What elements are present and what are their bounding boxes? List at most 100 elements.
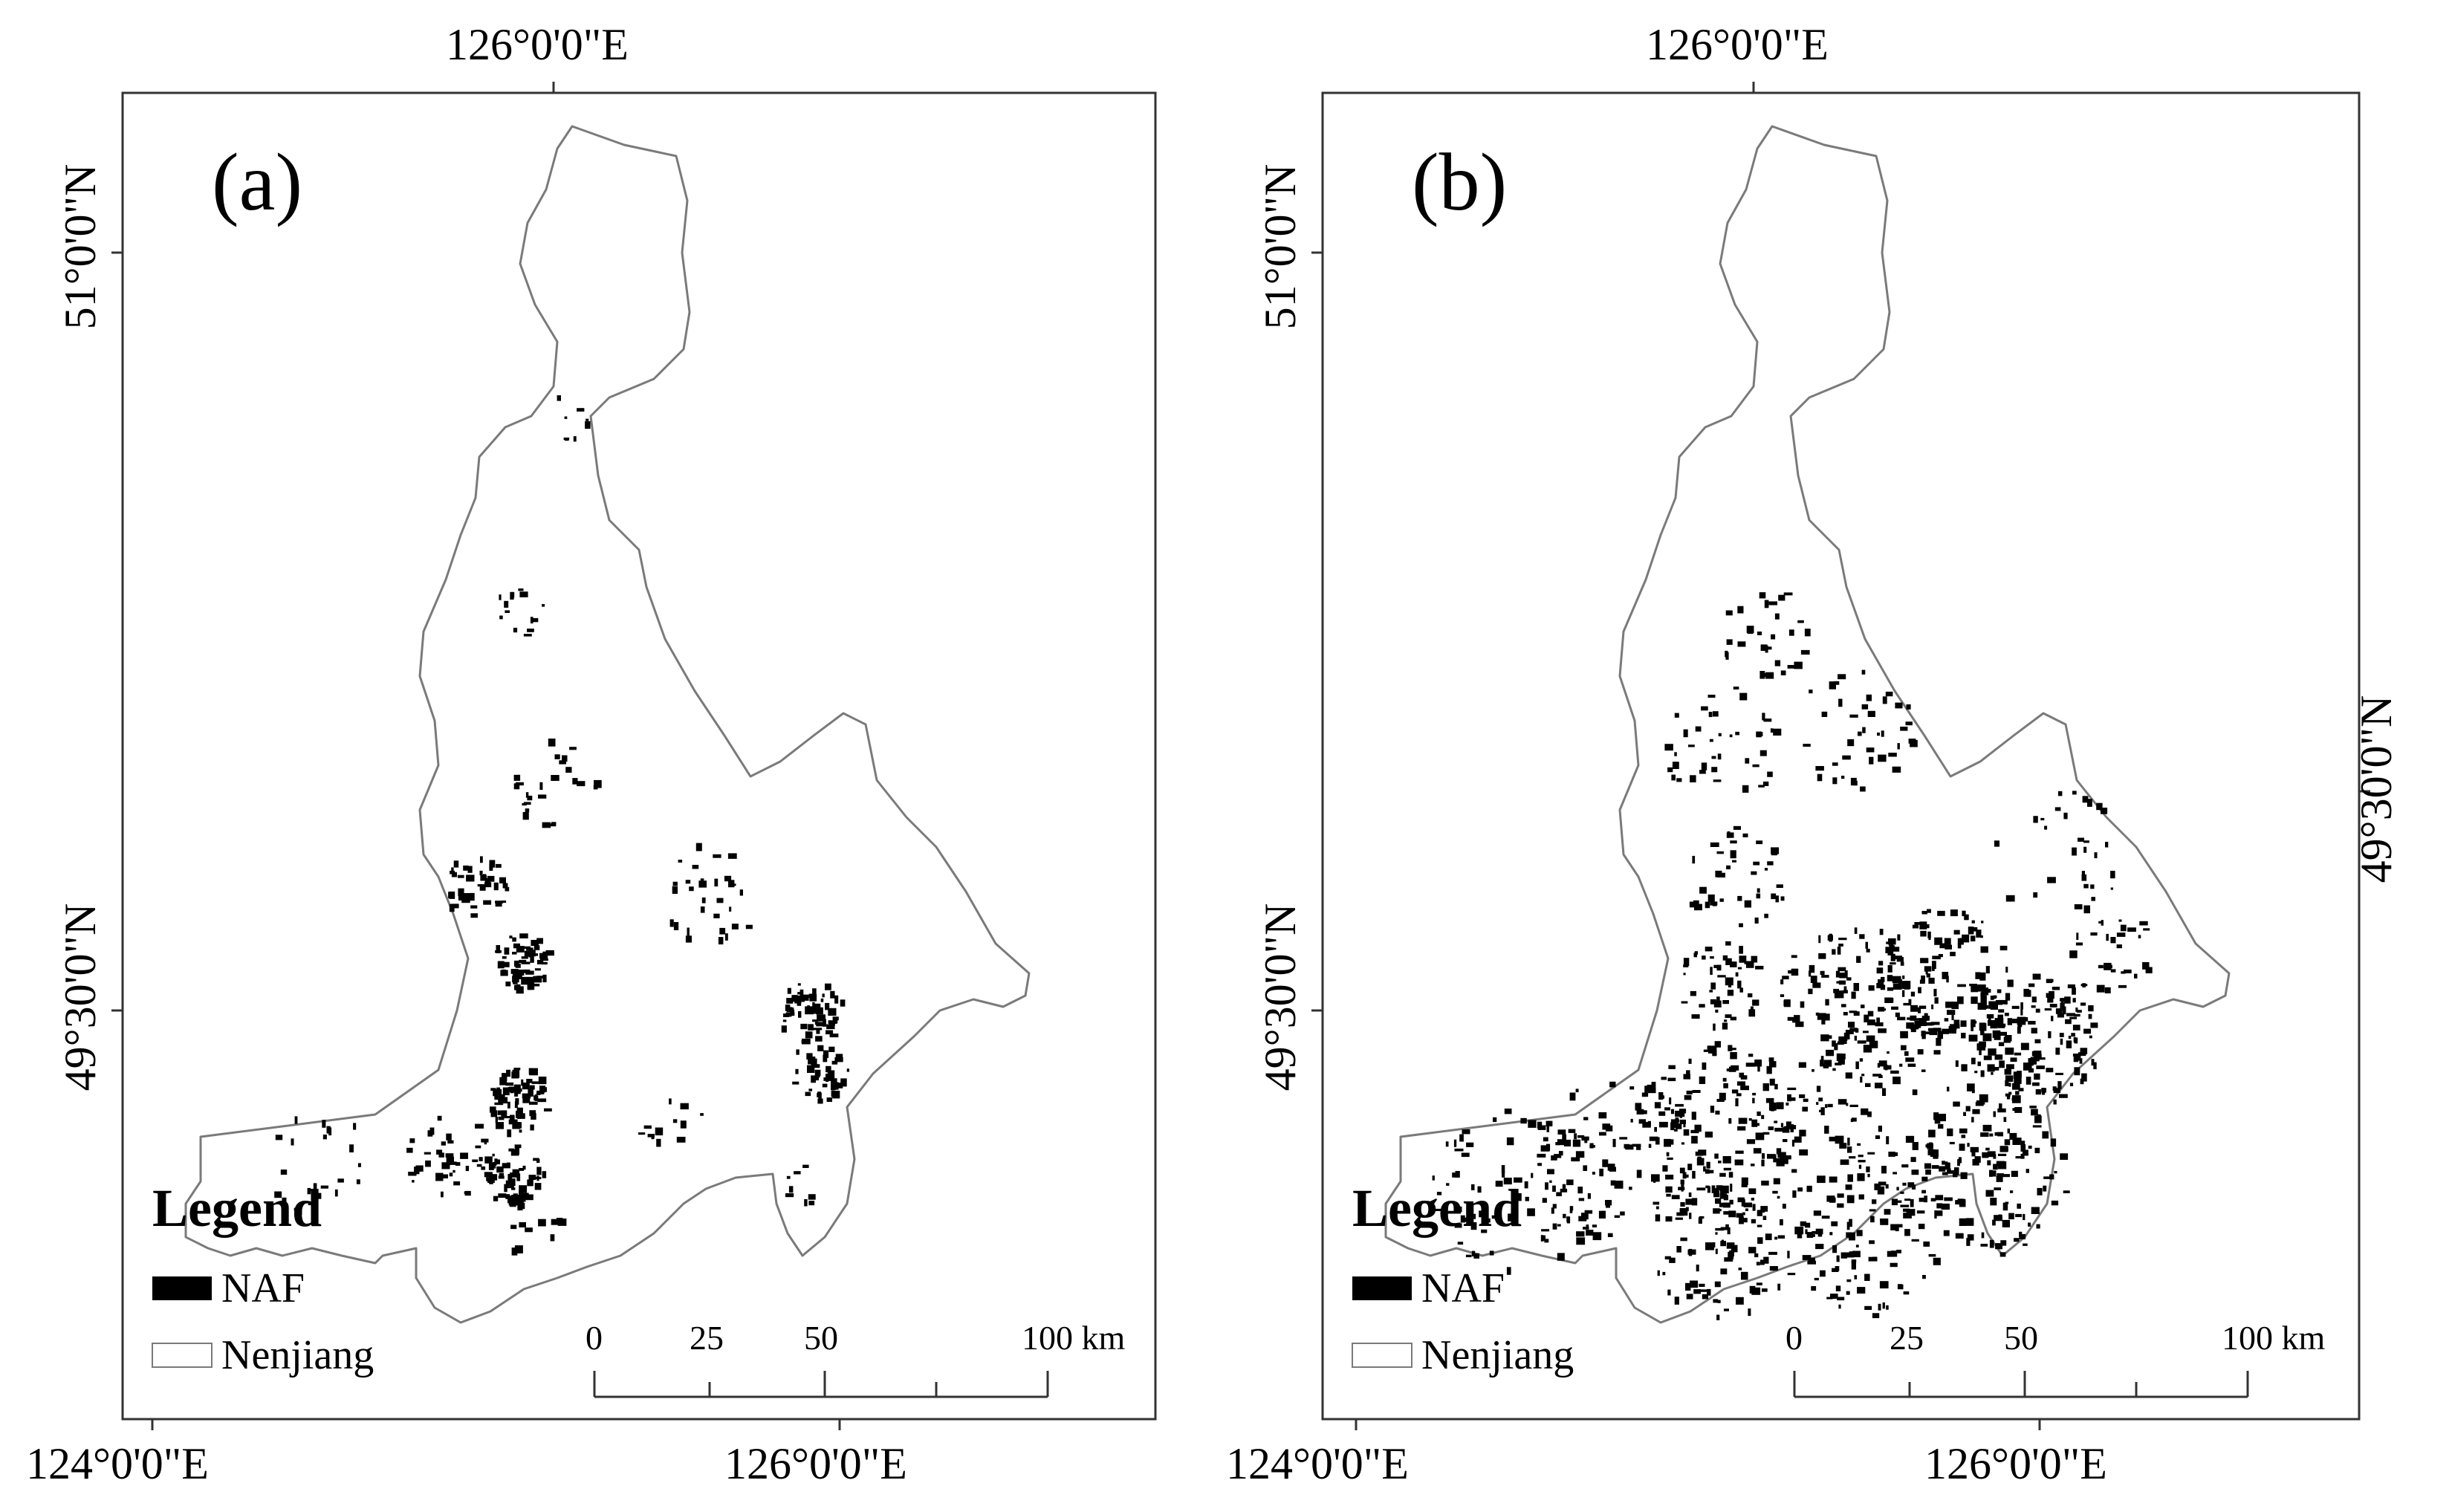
naf-patch	[840, 999, 846, 1007]
naf-patch	[1690, 775, 1696, 782]
naf-patch	[528, 976, 533, 984]
naf-patch	[1725, 941, 1731, 946]
naf-patch	[1715, 1009, 1719, 1013]
naf-patch	[1679, 1119, 1686, 1124]
naf-patch	[1995, 1000, 2003, 1005]
naf-patch	[1657, 1270, 1660, 1276]
naf-patch	[483, 874, 487, 880]
bottom-longitude-right-label: 126°0'0"E	[724, 1439, 907, 1488]
naf-patch	[1902, 990, 1905, 997]
naf-patch	[513, 943, 520, 949]
naf-patch	[1959, 938, 1965, 941]
naf-patch	[1557, 1253, 1565, 1261]
naf-patch	[1713, 1299, 1719, 1303]
naf-patch	[1668, 1065, 1676, 1069]
naf-patch	[1727, 990, 1734, 996]
naf-patch	[1981, 1232, 1985, 1239]
naf-patch	[1844, 970, 1848, 979]
naf-patch	[1713, 1208, 1720, 1214]
naf-patch	[1878, 961, 1884, 966]
naf-patch	[685, 935, 692, 943]
naf-patch	[1986, 1005, 1989, 1009]
naf-patch	[1711, 756, 1716, 759]
naf-patch	[441, 1141, 446, 1146]
naf-patch	[1724, 1308, 1729, 1311]
naf-patch	[1757, 1237, 1763, 1245]
naf-patch	[731, 924, 739, 929]
naf-patch	[1859, 934, 1865, 939]
naf-patch	[528, 954, 532, 958]
naf-patch	[1722, 1022, 1728, 1030]
naf-patch	[548, 739, 556, 747]
naf-patch	[1997, 1173, 2004, 1177]
naf-patch	[1583, 1165, 1588, 1171]
naf-patch	[1905, 1135, 1915, 1143]
map-canvas-a	[111, 82, 1157, 1430]
naf-patch	[1837, 1054, 1846, 1060]
naf-patch	[1900, 1191, 1904, 1194]
naf-patch	[805, 1031, 813, 1039]
naf-patch	[1761, 1288, 1768, 1292]
naf-patch	[2142, 961, 2150, 970]
naf-patch	[1996, 1161, 2005, 1167]
naf-patch	[2023, 1213, 2026, 1221]
naf-patch	[516, 1110, 519, 1118]
naf-patch	[786, 1175, 791, 1179]
naf-patch	[2035, 1088, 2041, 1095]
naf-patch	[514, 1091, 519, 1097]
naf-patch	[1754, 1253, 1759, 1258]
legend-swatch-naf	[152, 1276, 212, 1300]
naf-patch	[798, 1010, 802, 1018]
naf-patch	[1501, 1165, 1505, 1173]
naf-patch	[1736, 1213, 1744, 1218]
naf-patch	[1908, 999, 1912, 1004]
naf-patch	[1607, 1164, 1615, 1171]
naf-patch	[1751, 1119, 1758, 1127]
naf-patch	[1697, 1156, 1702, 1161]
naf-patch	[1845, 1184, 1852, 1190]
naf-patch	[499, 615, 503, 620]
naf-patch	[2037, 1114, 2041, 1120]
naf-patch	[1957, 944, 1962, 949]
naf-patch	[451, 903, 459, 909]
naf-patch	[519, 1129, 522, 1133]
naf-patch	[1832, 762, 1838, 766]
naf-patch	[1780, 1157, 1788, 1164]
naf-patch	[794, 1171, 801, 1175]
naf-patch	[1794, 661, 1803, 669]
naf-patch	[1693, 900, 1699, 906]
naf-patch	[1960, 1172, 1968, 1179]
naf-patch	[1592, 1224, 1597, 1227]
naf-patch	[1752, 999, 1759, 1006]
naf-patch	[2078, 837, 2084, 842]
naf-patch	[1972, 1158, 1979, 1166]
naf-patch	[1726, 1242, 1735, 1249]
naf-patch	[515, 782, 524, 786]
naf-patch	[1471, 1250, 1476, 1256]
naf-patch	[1826, 1049, 1835, 1057]
naf-patch	[1887, 964, 1892, 973]
map-frame	[1321, 91, 2361, 1421]
naf-patch	[812, 1019, 819, 1022]
naf-patch	[1861, 1108, 1869, 1115]
naf-patch	[1699, 1076, 1706, 1084]
naf-patch	[1942, 972, 1949, 979]
naf-patch	[1719, 1202, 1727, 1207]
naf-patch	[1739, 1072, 1745, 1078]
naf-patch	[536, 1092, 541, 1095]
naf-patch	[1761, 1114, 1765, 1120]
map-panel-a: 126°0'0"E 51°0'0"N 49°30'0"N 124°0'0"E 1…	[0, 0, 1219, 1512]
naf-patch	[1732, 860, 1736, 863]
naf-patch	[1936, 1203, 1943, 1209]
naf-patch	[1982, 1152, 1989, 1158]
legend-title: Legend	[152, 1178, 322, 1238]
naf-patch	[1454, 1148, 1464, 1152]
naf-patch	[1695, 1151, 1703, 1156]
naf-patch	[1546, 1143, 1551, 1151]
naf-patch	[1714, 1281, 1721, 1288]
naf-patch	[1679, 1112, 1685, 1117]
naf-patch	[1808, 988, 1813, 994]
naf-patch	[1902, 1182, 1907, 1186]
naf-patch	[1933, 1050, 1941, 1055]
naf-patch	[1557, 1224, 1561, 1227]
